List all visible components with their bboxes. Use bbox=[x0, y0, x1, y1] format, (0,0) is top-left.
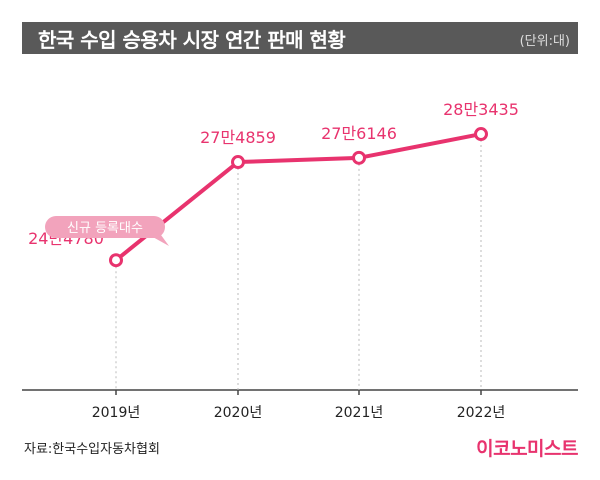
legend-pointer bbox=[151, 235, 169, 246]
data-label: 27만4859 bbox=[200, 128, 276, 147]
source-note: 자료:한국수입자동차협회 bbox=[24, 442, 160, 457]
legend-label: 신규 등록대수 bbox=[67, 221, 143, 236]
chart-title: 한국 수입 승용차 시장 연간 판매 현황 bbox=[38, 27, 346, 52]
data-label: 27만6146 bbox=[321, 124, 397, 143]
x-tick-label: 2021년 bbox=[335, 405, 384, 421]
data-label: 28만3435 bbox=[443, 100, 519, 119]
brand-logo: 이코노미스트 bbox=[476, 438, 578, 460]
legend-pill bbox=[45, 216, 165, 238]
x-tick-label: 2020년 bbox=[214, 405, 263, 421]
data-point bbox=[109, 253, 123, 268]
x-tick-label: 2019년 bbox=[92, 405, 141, 421]
data-point bbox=[352, 150, 366, 165]
data-point bbox=[474, 127, 488, 142]
title-bar: 한국 수입 승용차 시장 연간 판매 현황 (단위:대) bbox=[22, 22, 578, 54]
data-point bbox=[231, 155, 245, 170]
unit-label: (단위:대) bbox=[519, 34, 570, 49]
x-tick-label: 2022년 bbox=[457, 405, 506, 421]
series-line bbox=[114, 132, 483, 263]
